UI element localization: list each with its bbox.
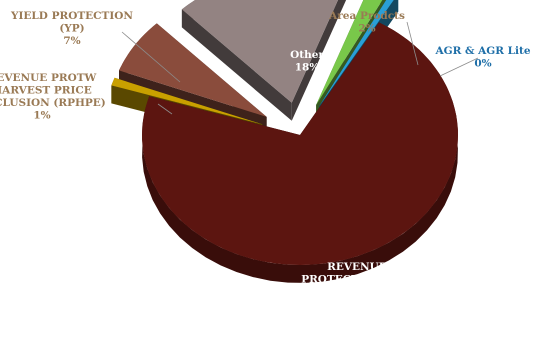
slice-label-4: Area Prodcts 2% — [328, 10, 405, 35]
pie-slice-0 — [142, 22, 459, 283]
slice-label-2: YIELD PROTECTION (YP) 7% — [10, 10, 133, 47]
pie-slice-top — [319, 0, 394, 107]
pie-slice-wall — [181, 9, 292, 121]
slice-label-5: AGR & AGR Lite 0% — [434, 45, 530, 70]
leader-line — [439, 57, 479, 77]
leader-line — [157, 103, 173, 115]
pie-slice-top — [111, 77, 263, 125]
slice-label-0: REVENUE PROTECTION (RP) 72% — [301, 261, 413, 298]
pie-slice-top — [181, 0, 339, 103]
slice-label-3: Other 18% — [290, 49, 324, 74]
pie-slice-top — [142, 22, 459, 265]
leader-line — [406, 21, 419, 66]
pie-slice-top — [119, 23, 267, 117]
leader-line — [121, 31, 181, 83]
pie-slice-3 — [181, 0, 347, 121]
